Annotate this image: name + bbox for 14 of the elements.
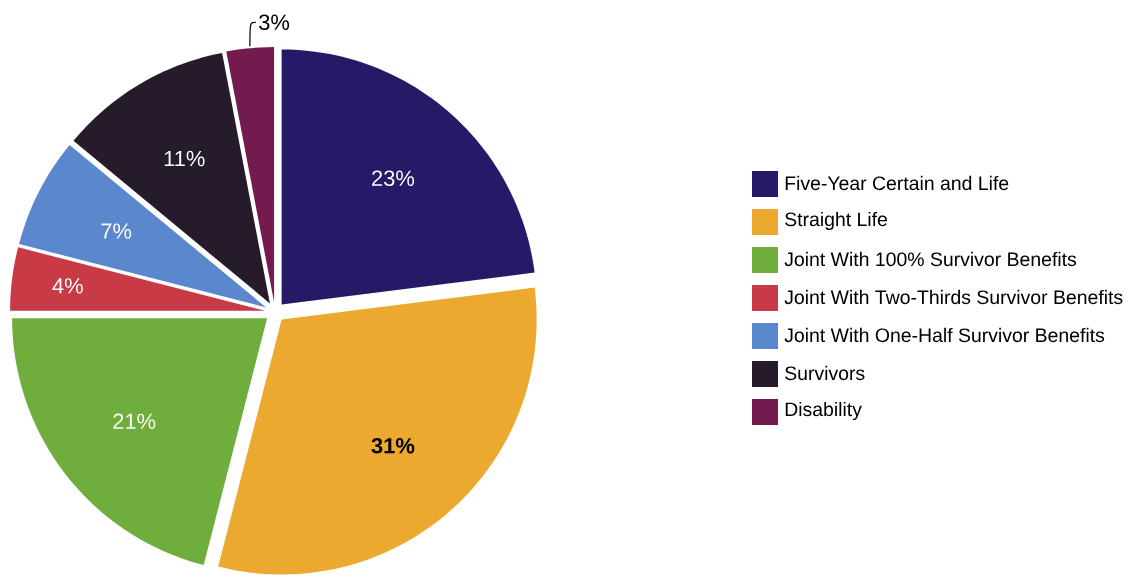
legend-label: Five-Year Certain and Life: [785, 175, 1009, 191]
data-label: 11%: [164, 150, 205, 167]
legend-label: Joint With 100% Survivor Benefits: [784, 251, 1077, 267]
data-label: 21%: [113, 413, 156, 429]
legend-label: Disability: [785, 401, 862, 421]
legend-label: Survivors: [785, 365, 865, 381]
data-label: 3%: [259, 14, 290, 31]
data-label: 7%: [101, 223, 132, 239]
data-label: 31%: [371, 437, 415, 454]
legend-label: Joint With One-Half Survivor Benefits: [784, 327, 1105, 343]
legend-label: Joint With Two-Thirds Survivor Benefits: [784, 289, 1123, 305]
data-label: 23%: [372, 170, 415, 187]
data-label: 4%: [52, 278, 83, 294]
legend-label: Straight Life: [785, 211, 887, 231]
